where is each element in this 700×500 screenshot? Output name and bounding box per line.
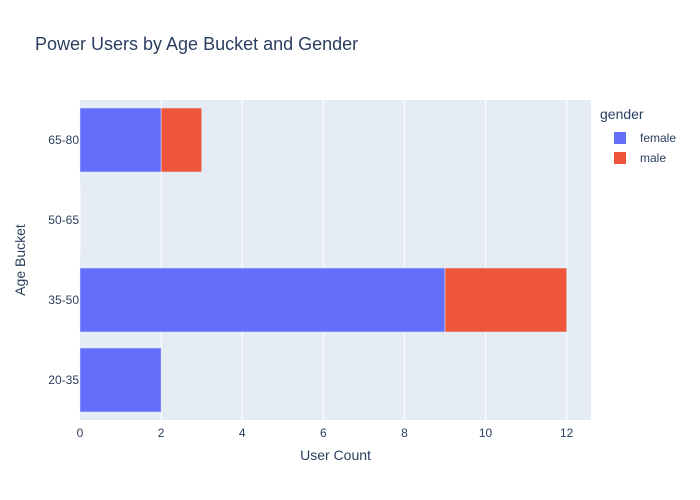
x-axis-ticks: 0 2 4 6 8 10 12 bbox=[77, 426, 574, 440]
bar-female-65-80[interactable] bbox=[79, 107, 162, 173]
legend-swatch-female bbox=[614, 132, 626, 144]
y-tick-label: 65-80 bbox=[48, 133, 79, 147]
x-tick-label: 0 bbox=[77, 426, 84, 440]
y-axis-ticks: 20-35 35-50 50-65 65-80 bbox=[48, 133, 79, 387]
x-tick-label: 8 bbox=[401, 426, 408, 440]
y-axis-title: Age Bucket bbox=[12, 224, 28, 296]
x-tick-label: 4 bbox=[239, 426, 246, 440]
y-tick-label: 35-50 bbox=[48, 293, 79, 307]
x-tick-label: 12 bbox=[560, 426, 574, 440]
legend-label-female: female bbox=[640, 131, 677, 145]
bars bbox=[79, 107, 567, 413]
y-tick-label: 20-35 bbox=[48, 373, 79, 387]
legend-item-male[interactable]: male bbox=[604, 148, 676, 168]
x-tick-label: 6 bbox=[320, 426, 327, 440]
bar-male-35-50[interactable] bbox=[444, 267, 567, 333]
legend-swatch-male bbox=[614, 152, 626, 164]
legend-label-male: male bbox=[640, 151, 667, 165]
legend[interactable]: gender female male bbox=[600, 106, 676, 168]
legend-item-female[interactable]: female bbox=[604, 128, 676, 148]
x-tick-label: 2 bbox=[158, 426, 165, 440]
bar-male-65-80[interactable] bbox=[160, 107, 202, 173]
bar-female-35-50[interactable] bbox=[79, 267, 446, 333]
bar-female-20-35[interactable] bbox=[79, 347, 162, 413]
legend-title: gender bbox=[600, 106, 644, 122]
x-axis-title: User Count bbox=[300, 447, 371, 463]
x-tick-label: 10 bbox=[479, 426, 493, 440]
chart-title: Power Users by Age Bucket and Gender bbox=[35, 34, 359, 54]
y-tick-label: 50-65 bbox=[48, 213, 79, 227]
